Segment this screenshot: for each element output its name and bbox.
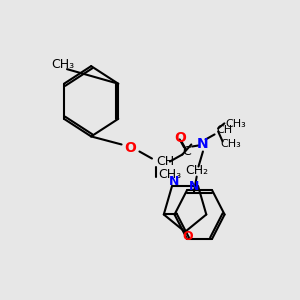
Text: N: N xyxy=(169,175,179,188)
Text: O: O xyxy=(175,131,187,146)
Text: CH₃: CH₃ xyxy=(158,168,182,181)
Text: CH: CH xyxy=(156,155,175,168)
Text: CH₂: CH₂ xyxy=(185,164,208,177)
Text: CH: CH xyxy=(216,125,232,135)
Text: CH₃: CH₃ xyxy=(221,140,242,149)
Text: N: N xyxy=(188,180,199,193)
Text: CH₃: CH₃ xyxy=(225,119,246,129)
Text: O: O xyxy=(124,142,136,155)
Text: C: C xyxy=(182,145,191,158)
Text: O: O xyxy=(182,230,193,243)
Text: N: N xyxy=(197,137,209,152)
Text: CH₃: CH₃ xyxy=(51,58,74,70)
